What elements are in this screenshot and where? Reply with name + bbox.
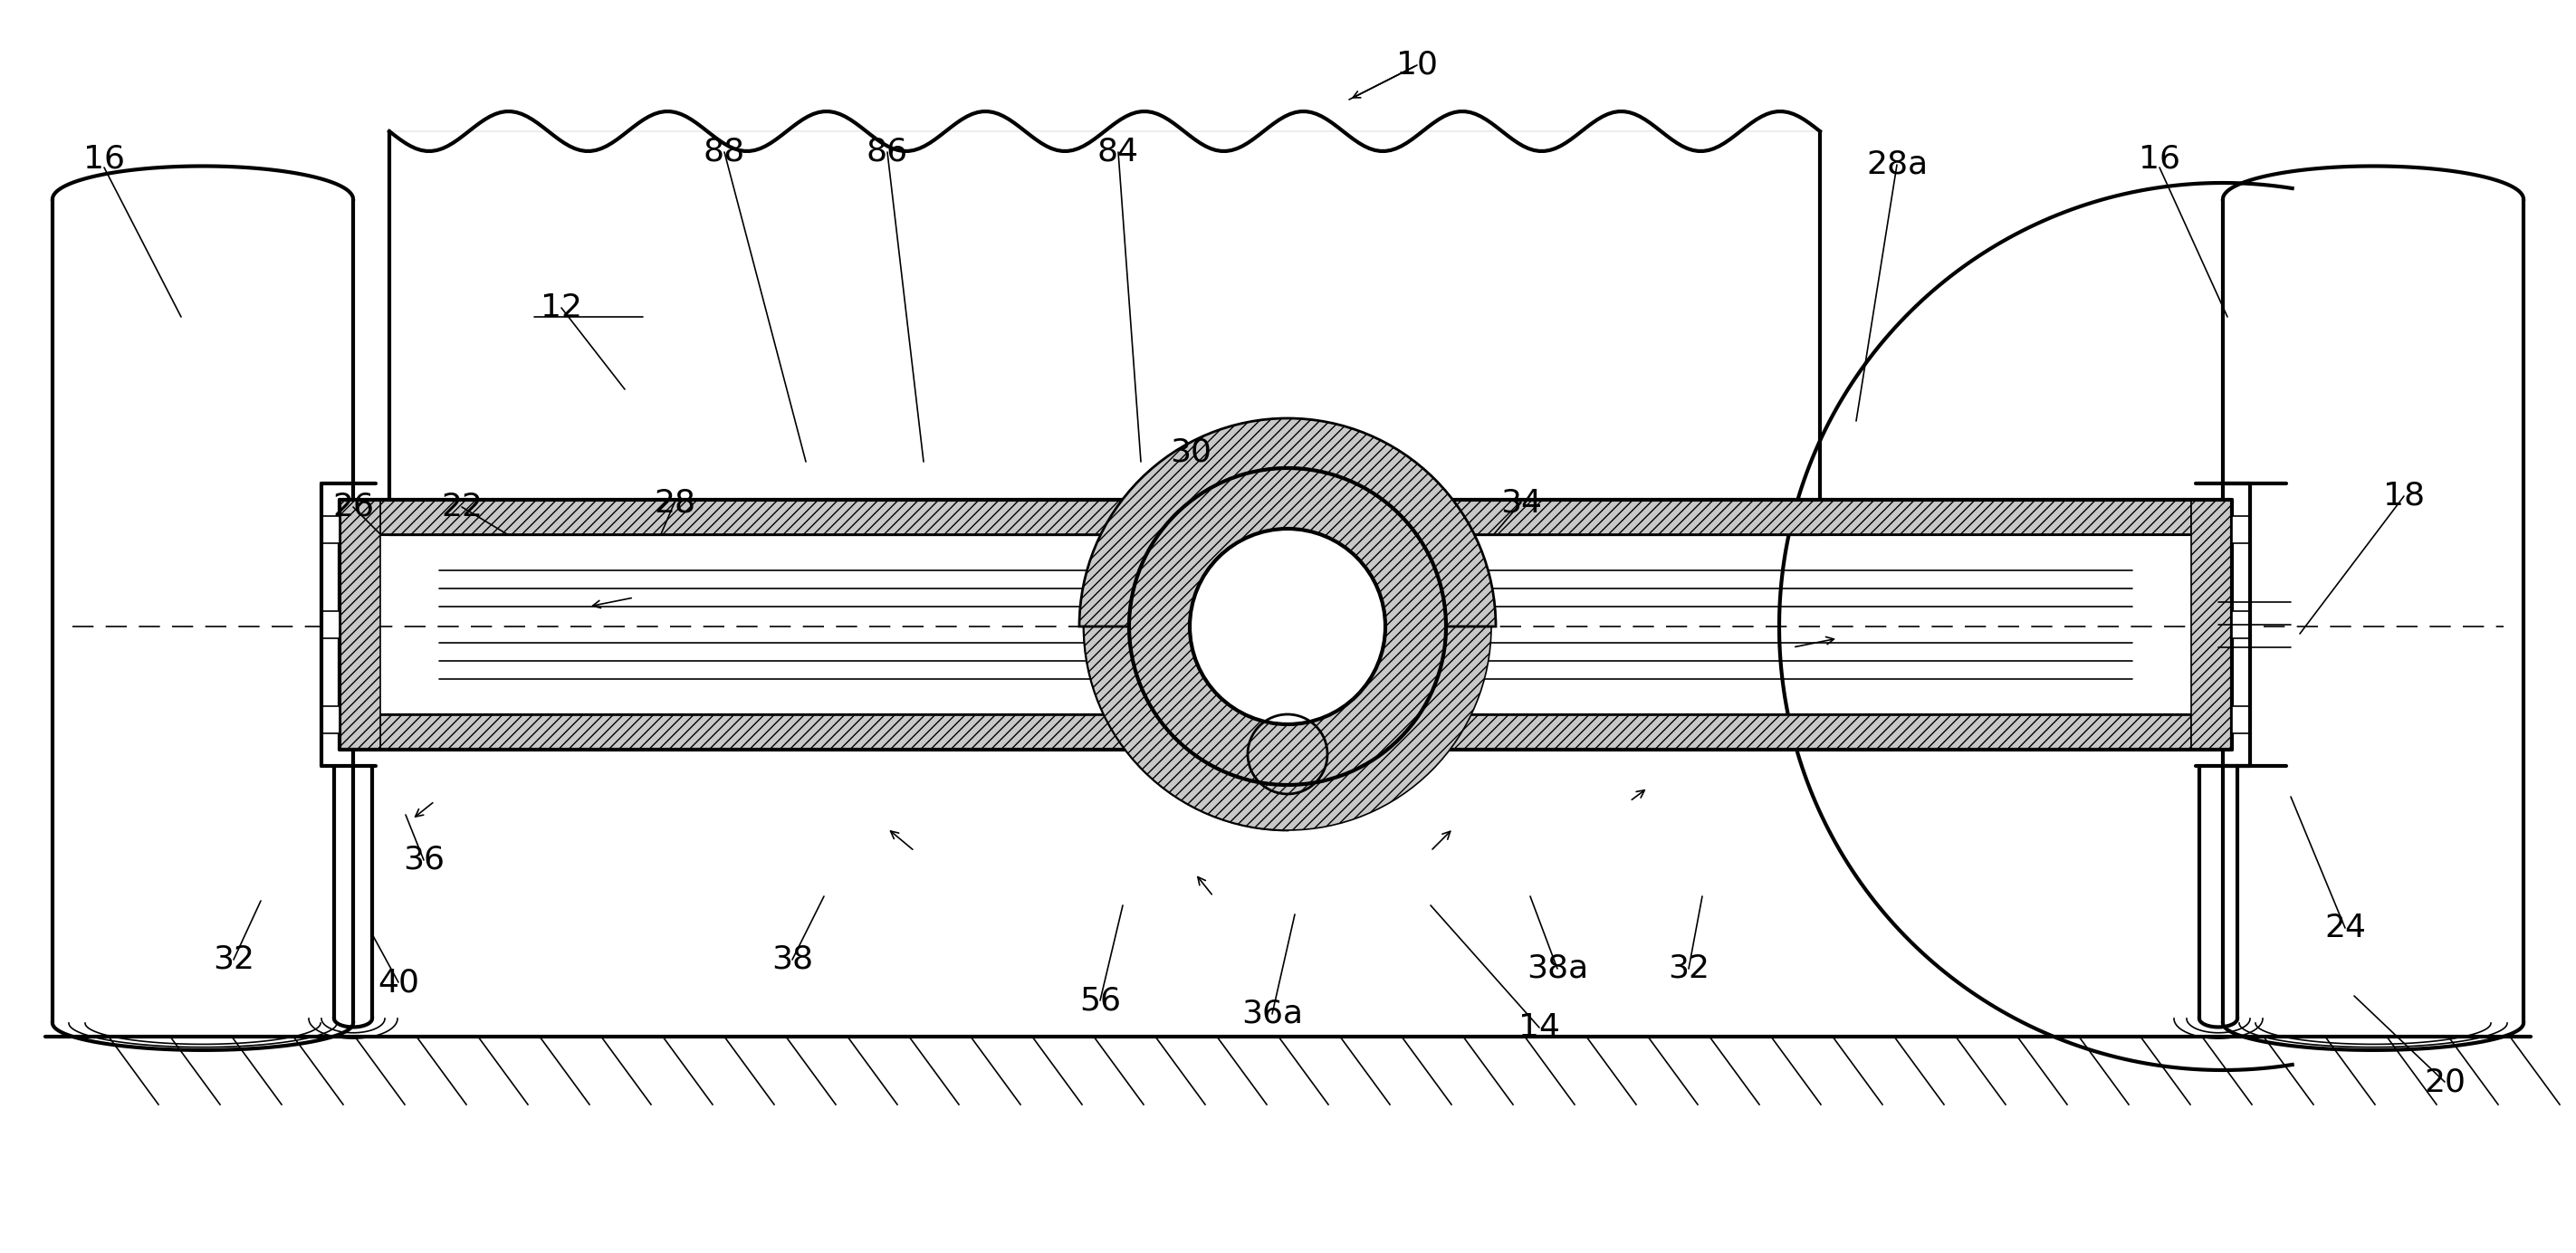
Text: 88: 88 bbox=[703, 137, 744, 168]
Bar bbox=[340, 500, 381, 749]
Text: 34: 34 bbox=[1499, 487, 1543, 517]
Bar bbox=[1445, 500, 2192, 534]
Bar bbox=[2192, 500, 2231, 749]
Wedge shape bbox=[1084, 626, 1492, 831]
Text: 26: 26 bbox=[332, 491, 374, 523]
Text: 12: 12 bbox=[541, 292, 582, 323]
Circle shape bbox=[1190, 529, 1386, 724]
Text: 14: 14 bbox=[1517, 1012, 1561, 1042]
Bar bbox=[2231, 707, 2249, 733]
Bar bbox=[381, 534, 1128, 715]
Text: 22: 22 bbox=[440, 491, 482, 523]
Text: 36a: 36a bbox=[1242, 999, 1303, 1030]
Bar bbox=[322, 611, 340, 638]
Text: 10: 10 bbox=[1396, 50, 1437, 80]
Bar bbox=[1445, 715, 2192, 749]
Text: 56: 56 bbox=[1079, 985, 1121, 1016]
Text: 18: 18 bbox=[2383, 481, 2424, 511]
Bar bbox=[381, 715, 1128, 749]
Text: 38: 38 bbox=[770, 945, 814, 975]
Text: 16: 16 bbox=[82, 143, 126, 174]
Text: 86: 86 bbox=[866, 137, 909, 168]
Bar bbox=[381, 500, 1128, 534]
Text: 20: 20 bbox=[2424, 1066, 2465, 1098]
Bar bbox=[2231, 611, 2249, 638]
Text: 38a: 38a bbox=[1528, 954, 1589, 984]
Text: 32: 32 bbox=[1667, 954, 1710, 984]
Wedge shape bbox=[1084, 422, 1288, 831]
Bar bbox=[322, 516, 340, 544]
Bar bbox=[322, 707, 340, 733]
Text: 36: 36 bbox=[402, 845, 446, 876]
Text: 32: 32 bbox=[214, 945, 255, 975]
Text: 28a: 28a bbox=[1865, 149, 1927, 180]
Bar bbox=[1445, 534, 2192, 715]
Bar bbox=[389, 132, 1821, 534]
Text: 30: 30 bbox=[1170, 437, 1211, 469]
Text: 28: 28 bbox=[654, 487, 696, 517]
Wedge shape bbox=[1079, 419, 1497, 626]
Text: 84: 84 bbox=[1097, 137, 1139, 168]
Text: 40: 40 bbox=[379, 967, 420, 997]
Bar bbox=[2231, 516, 2249, 544]
Text: 16: 16 bbox=[2138, 143, 2179, 174]
Wedge shape bbox=[1128, 469, 1445, 784]
Text: 24: 24 bbox=[2324, 912, 2365, 944]
